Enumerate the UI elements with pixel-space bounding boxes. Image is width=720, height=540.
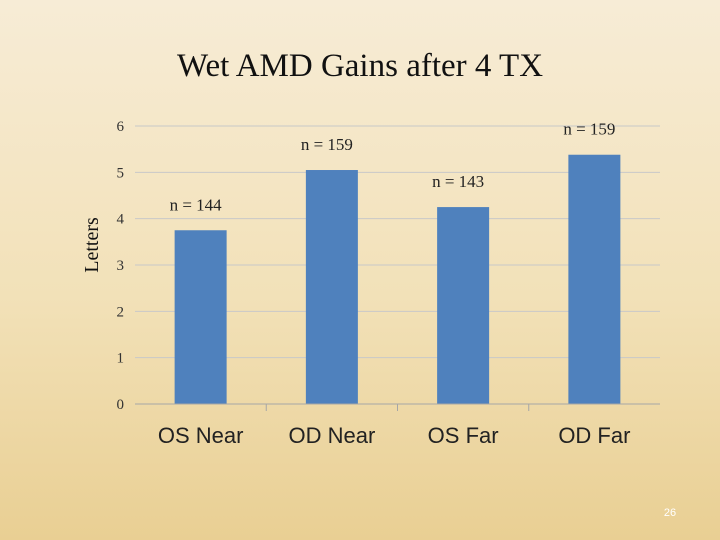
y-tick-label: 1 (117, 351, 125, 367)
y-tick-label: 4 (117, 212, 125, 228)
x-tick-label: OD Near (288, 423, 375, 448)
x-tick-label: OS Far (428, 423, 499, 448)
bar (305, 170, 358, 404)
y-axis-title: Letters (81, 217, 103, 273)
y-tick-label: 3 (117, 258, 125, 274)
bars (174, 154, 621, 404)
y-tick-label: 5 (117, 165, 125, 181)
bar-annotation: n = 143 (432, 172, 484, 191)
axes (135, 403, 660, 411)
bar-annotation: n = 159 (563, 120, 615, 139)
y-tick-label: 0 (117, 397, 125, 413)
labels: 0 1 2 3 4 5 6 OS Near n = 144 OD Near n = 159 OS Fa… (117, 119, 631, 448)
bar (437, 207, 490, 404)
bar (568, 154, 621, 404)
y-tick-label: 6 (117, 119, 125, 135)
bar-annotation: n = 144 (170, 195, 223, 214)
x-tick-label: OD Far (558, 423, 630, 448)
bar (174, 230, 227, 404)
y-tick-label: 2 (117, 304, 125, 320)
bar-annotation: n = 159 (301, 135, 353, 154)
page-number: 26 (663, 507, 677, 519)
x-tick-label: OS Near (158, 423, 244, 448)
slide-title: Wet AMD Gains after 4 TX (176, 48, 544, 84)
